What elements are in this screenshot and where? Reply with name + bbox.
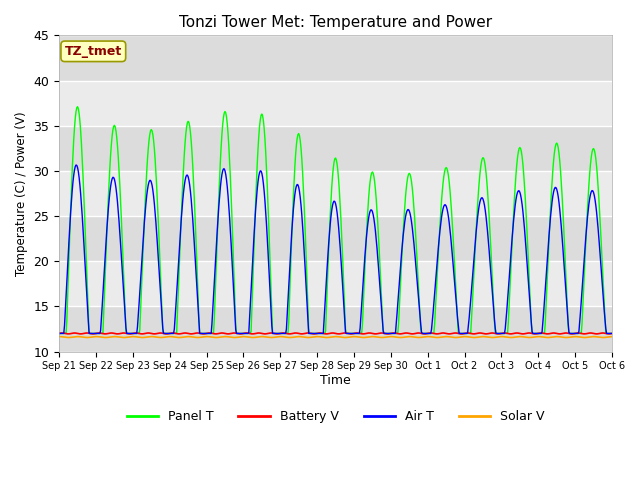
- X-axis label: Time: Time: [320, 374, 351, 387]
- Panel T: [381, 331, 389, 336]
- Bar: [59, 171, 612, 216]
- Bar: [59, 36, 612, 81]
- Battery V: [202, 331, 210, 336]
- Panel T: [201, 331, 209, 336]
- Battery V: [328, 330, 336, 336]
- Title: Tonzi Tower Met: Temperature and Power: Tonzi Tower Met: Temperature and Power: [179, 15, 492, 30]
- Air T: [72, 162, 80, 168]
- Battery V: [559, 331, 566, 336]
- Air T: [201, 331, 209, 336]
- Solar V: [436, 335, 444, 340]
- Panel T: [74, 104, 81, 109]
- Line: Battery V: Battery V: [59, 333, 612, 334]
- Line: Solar V: Solar V: [59, 336, 612, 337]
- Line: Air T: Air T: [59, 165, 612, 334]
- Air T: [381, 331, 389, 336]
- Bar: [59, 126, 612, 171]
- Panel T: [177, 215, 185, 220]
- Legend: Panel T, Battery V, Air T, Solar V: Panel T, Battery V, Air T, Solar V: [122, 405, 550, 428]
- Bar: [59, 81, 612, 126]
- Bar: [59, 216, 612, 261]
- Battery V: [55, 331, 63, 336]
- Bar: [59, 306, 612, 351]
- Solar V: [55, 334, 63, 339]
- Solar V: [201, 334, 209, 339]
- Air T: [55, 331, 63, 336]
- Battery V: [382, 331, 390, 336]
- Battery V: [178, 331, 186, 336]
- Solar V: [177, 335, 185, 340]
- Bar: [59, 261, 612, 306]
- Solar V: [381, 334, 389, 340]
- Panel T: [436, 222, 444, 228]
- Panel T: [558, 192, 566, 198]
- Solar V: [608, 334, 616, 339]
- Text: TZ_tmet: TZ_tmet: [65, 45, 122, 58]
- Y-axis label: Temperature (C) / Power (V): Temperature (C) / Power (V): [15, 111, 28, 276]
- Battery V: [65, 331, 72, 337]
- Solar V: [65, 335, 72, 340]
- Battery V: [437, 330, 445, 336]
- Line: Panel T: Panel T: [59, 107, 612, 334]
- Air T: [436, 228, 444, 233]
- Solar V: [558, 334, 566, 340]
- Air T: [177, 217, 185, 223]
- Panel T: [608, 331, 616, 336]
- Air T: [558, 233, 566, 239]
- Air T: [328, 207, 335, 213]
- Solar V: [328, 334, 335, 340]
- Panel T: [328, 185, 335, 191]
- Battery V: [58, 330, 66, 336]
- Battery V: [608, 331, 616, 336]
- Air T: [608, 331, 616, 336]
- Panel T: [55, 331, 63, 336]
